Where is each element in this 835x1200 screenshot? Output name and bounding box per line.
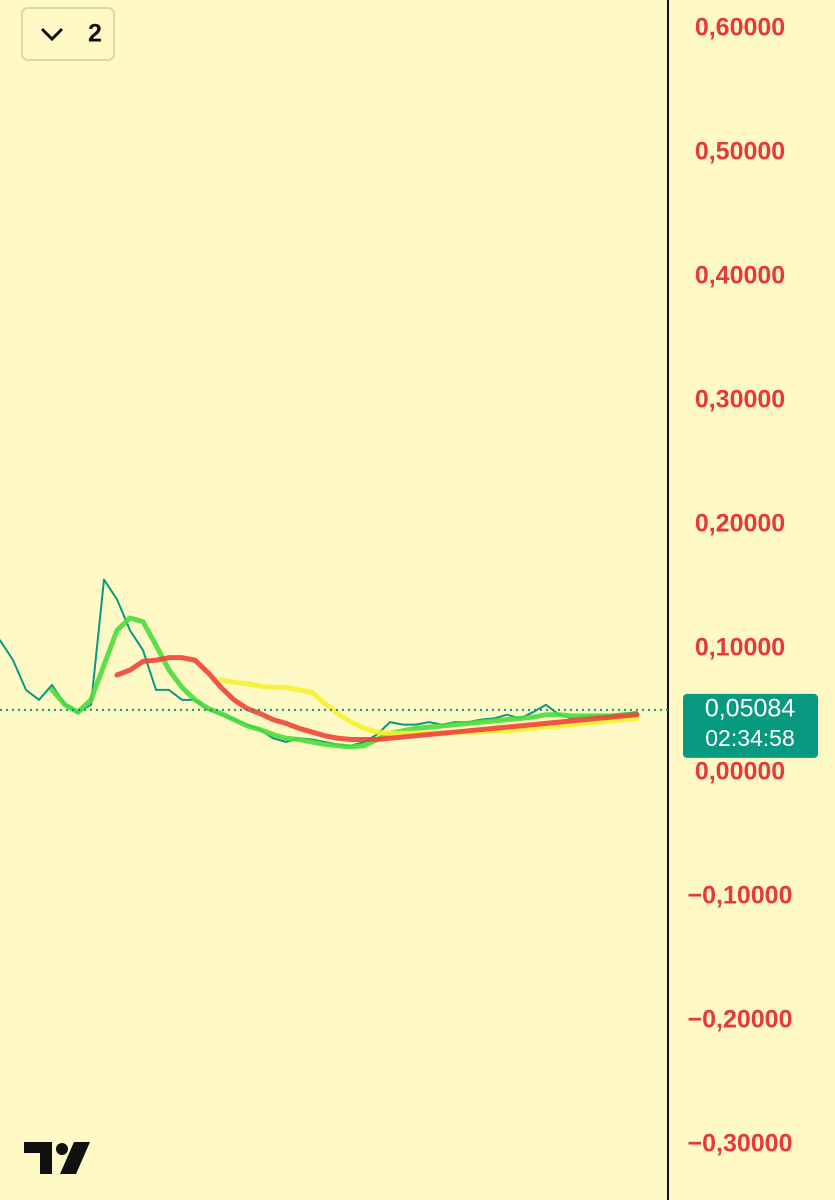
y-tick-label: −0,10000 [688,882,793,910]
y-tick-label: −0,30000 [688,1130,793,1158]
y-tick-label: 0,20000 [695,510,785,538]
logo-part [24,1142,52,1174]
series-line [114,655,640,742]
toggle-box[interactable] [21,7,115,61]
y-tick-label: 0,60000 [695,14,785,42]
series-line [49,615,640,750]
y-tick-label: 0,30000 [695,386,785,414]
logo-part [56,1143,68,1155]
logo-part [60,1142,90,1174]
y-tick-label: 0,50000 [695,138,785,166]
countdown-label: 02:34:58 [705,725,795,751]
last-price-label: 0,05084 [705,695,795,723]
y-tick-label: 0,10000 [695,634,785,662]
y-tick-label: 0,40000 [695,262,785,290]
y-tick-label: 0,00000 [695,758,785,786]
last-price-box [683,693,818,758]
indicator-toggle[interactable]: 2 [21,7,115,61]
y-tick-label: −0,20000 [688,1006,793,1034]
tradingview-logo [24,1142,90,1174]
chevron-icon [40,27,64,42]
indicator-count: 2 [88,20,102,48]
